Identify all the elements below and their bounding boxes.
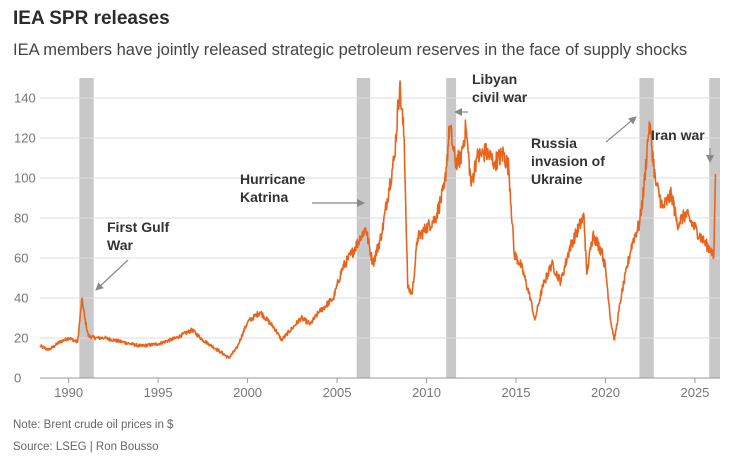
y-tick-label: 40 <box>14 291 28 306</box>
y-tick-label: 20 <box>14 331 28 346</box>
y-tick-label: 60 <box>14 251 28 266</box>
annotation-arrow <box>605 116 637 143</box>
chart-source: Source: LSEG | Ron Bousso <box>13 441 159 453</box>
spr-release-band <box>356 78 371 378</box>
x-tick-label: 2005 <box>323 385 352 400</box>
brent-price-series <box>39 80 717 359</box>
annotations: First Gulf War Hurricane Katrina Libyan civil… <box>95 71 714 291</box>
spr-release-band <box>79 78 94 378</box>
x-axis: 1990 1995 2000 2005 2010 2015 2020 2025 <box>54 378 709 400</box>
chart-note: Note: Brent crude oil prices in $ <box>13 419 174 431</box>
x-tick-label: 1995 <box>144 385 173 400</box>
spr-release-band <box>639 78 654 378</box>
annotation-arrow <box>95 259 129 291</box>
gridlines <box>40 97 720 379</box>
annotation-label: Iran war <box>651 127 705 143</box>
spr-release-bands <box>79 78 720 378</box>
y-tick-label: 100 <box>14 171 36 186</box>
x-tick-label: 2000 <box>233 385 262 400</box>
x-tick-label: 2025 <box>680 385 709 400</box>
x-tick-label: 2015 <box>502 385 531 400</box>
spr-release-band <box>446 78 457 378</box>
y-tick-label: 140 <box>14 91 36 106</box>
y-axis: 0 20 40 60 80 100 120 140 <box>14 91 36 386</box>
chart-title: IEA SPR releases <box>13 8 170 29</box>
chart-subtitle: IEA members have jointly released strate… <box>13 41 688 59</box>
x-tick-label: 1990 <box>54 385 83 400</box>
y-tick-label: 80 <box>14 211 28 226</box>
annotation-label: First Gulf War <box>107 219 170 253</box>
x-tick-label: 2020 <box>591 385 620 400</box>
annotation-label: Hurricane Katrina <box>240 171 306 205</box>
x-tick-label: 2010 <box>412 385 441 400</box>
y-tick-label: 0 <box>14 371 21 386</box>
annotation-label: Libyan civil war <box>472 71 528 105</box>
series-line <box>39 80 717 359</box>
annotation-label: Russia invasion of Ukraine <box>531 135 605 187</box>
y-tick-label: 120 <box>14 131 36 146</box>
